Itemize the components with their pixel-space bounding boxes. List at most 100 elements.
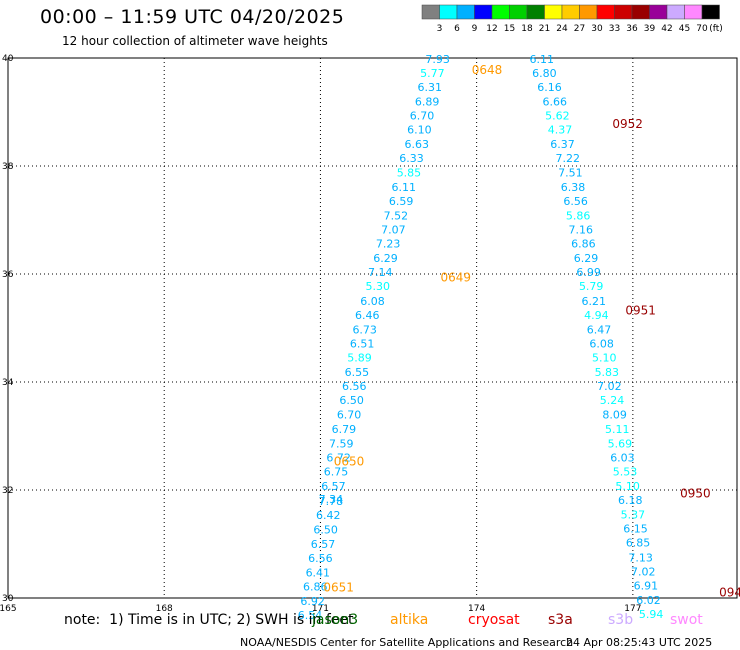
pass-time-label: 0651 [323, 581, 354, 595]
wave-height-value: 6.08 [589, 337, 614, 350]
y-tick-label: 32 [2, 486, 13, 496]
legend-label: 24 [556, 24, 568, 34]
wave-height-value: 6.55 [345, 366, 370, 379]
legend-label: 9 [472, 24, 478, 34]
pass-time-label: 0649 [441, 271, 472, 285]
wave-height-value: 6.21 [582, 295, 607, 308]
wave-height-value: 5.24 [600, 394, 625, 407]
wave-height-value: 6.18 [618, 494, 643, 507]
wave-height-value: 6.50 [313, 524, 338, 537]
legend-label: 70 [696, 24, 708, 34]
wave-height-value: 5.37 [621, 509, 646, 522]
wave-height-value: 6.38 [561, 181, 586, 194]
wave-height-value: 5.79 [579, 280, 604, 293]
pass-time-label: 0951 [625, 304, 656, 318]
x-tick-label: 168 [156, 604, 173, 614]
wave-height-value: 6.57 [321, 480, 346, 493]
wave-height-value: 5.11 [605, 423, 630, 436]
satellite-altika-label: altika [390, 612, 429, 628]
wave-height-value: 7.22 [556, 152, 581, 165]
wave-height-value: 7.16 [569, 224, 594, 237]
wave-height-value: 5.10 [615, 480, 640, 493]
legend-label: 12 [486, 24, 497, 34]
wave-height-value: 6.86 [303, 580, 328, 593]
wave-height-value: 5.89 [347, 351, 372, 364]
x-tick-label: 174 [468, 604, 485, 614]
pass-time-label: 0648 [472, 63, 503, 77]
wave-height-value: 5.94 [639, 608, 664, 621]
wave-height-value: 6.08 [360, 295, 385, 308]
wave-height-value: 6.33 [399, 152, 424, 165]
satellite-s3a-label: s3a [548, 612, 573, 628]
x-tick-label: 165 [0, 604, 17, 614]
wave-height-value: 6.42 [316, 509, 341, 522]
color-scale-legend: 3 6 9 12 15 18 21 24 27 30 33 36 39 42 45 70 (ft) [421, 4, 723, 34]
legend-label: 30 [591, 24, 603, 34]
satellite-swot-label: swot [670, 612, 703, 628]
wave-height-value: 6.54 [298, 609, 323, 622]
wave-height-value: 6.80 [532, 67, 557, 80]
legend-label: 36 [626, 24, 638, 34]
legend-label: 6 [454, 24, 460, 34]
wave-height-value: 5.30 [365, 280, 390, 293]
wave-height-value: 7.02 [597, 380, 622, 393]
wave-height-value: 6.11 [529, 53, 554, 66]
wave-height-value: 6.51 [350, 337, 375, 350]
wave-height-value: 6.41 [306, 566, 331, 579]
wave-height-value: 6.66 [543, 96, 568, 109]
satellite-s3b-label: s3b [608, 612, 634, 628]
legend-label: 18 [521, 24, 533, 34]
satellite-jason3-label: jason3 [312, 612, 359, 628]
pass-time-label: 0952 [612, 117, 643, 131]
wave-height-value: 4.37 [548, 124, 573, 137]
wave-height-value: 6.50 [339, 394, 364, 407]
y-tick-label: 34 [2, 378, 14, 388]
pass-time-label: 0950 [680, 487, 711, 501]
wave-height-value: 6.63 [405, 138, 430, 151]
y-tick-label: 30 [2, 594, 14, 604]
wave-height-value: 5.77 [420, 67, 445, 80]
legend-label: 39 [644, 24, 656, 34]
credit-line: NOAA/NESDIS Center for Satellite Applica… [240, 636, 574, 649]
wave-height-value: 6.46 [355, 309, 380, 322]
pass-time-label: 0650 [334, 455, 365, 469]
wave-height-value: 7.52 [384, 209, 409, 222]
wave-height-value: 6.29 [373, 252, 398, 265]
wave-height-value: 7.13 [628, 551, 653, 564]
wave-height-value: 5.10 [592, 351, 617, 364]
legend-label: 33 [609, 24, 620, 34]
wave-height-value: 5.83 [595, 366, 620, 379]
legend-unit-label: (ft) [709, 24, 723, 34]
y-tick-label: 36 [2, 270, 14, 280]
wave-height-value: 7.78 [319, 495, 344, 508]
wave-height-value: 6.72 [326, 451, 351, 464]
wave-height-value: 6.47 [587, 323, 612, 336]
pass-time-label: 0949 [719, 585, 740, 599]
wave-height-value: 6.56 [342, 380, 367, 393]
legend-label: 27 [574, 24, 585, 34]
wave-height-value: 6.85 [626, 537, 651, 550]
wave-height-value: 7.23 [376, 238, 401, 251]
wave-height-value: 7.07 [381, 224, 406, 237]
wave-height-value: 6.31 [418, 81, 443, 94]
y-tick-label: 40 [2, 54, 14, 64]
wave-height-value: 6.16 [537, 81, 562, 94]
plot-frame [7, 57, 738, 599]
legend-label: 42 [661, 24, 672, 34]
wave-height-value: 6.91 [634, 579, 659, 592]
wave-height-value: 6.56 [563, 195, 588, 208]
wave-height-value: 7.34 [319, 493, 344, 506]
legend-label: 15 [504, 24, 515, 34]
wave-height-value: 6.86 [571, 238, 596, 251]
wave-height-value: 5.62 [545, 110, 570, 123]
wave-height-value: 6.75 [324, 465, 349, 478]
wave-height-value: 5.69 [608, 437, 633, 450]
wave-height-value: 6.70 [337, 409, 362, 422]
wave-height-value: 6.79 [332, 423, 357, 436]
wave-height-value: 6.73 [352, 323, 377, 336]
wave-height-value: 6.89 [415, 96, 440, 109]
chart-title: 00:00 – 11:59 UTC 04/20/2025 [40, 6, 345, 28]
legend-label: 21 [539, 24, 550, 34]
wave-height-value: 6.70 [410, 110, 435, 123]
